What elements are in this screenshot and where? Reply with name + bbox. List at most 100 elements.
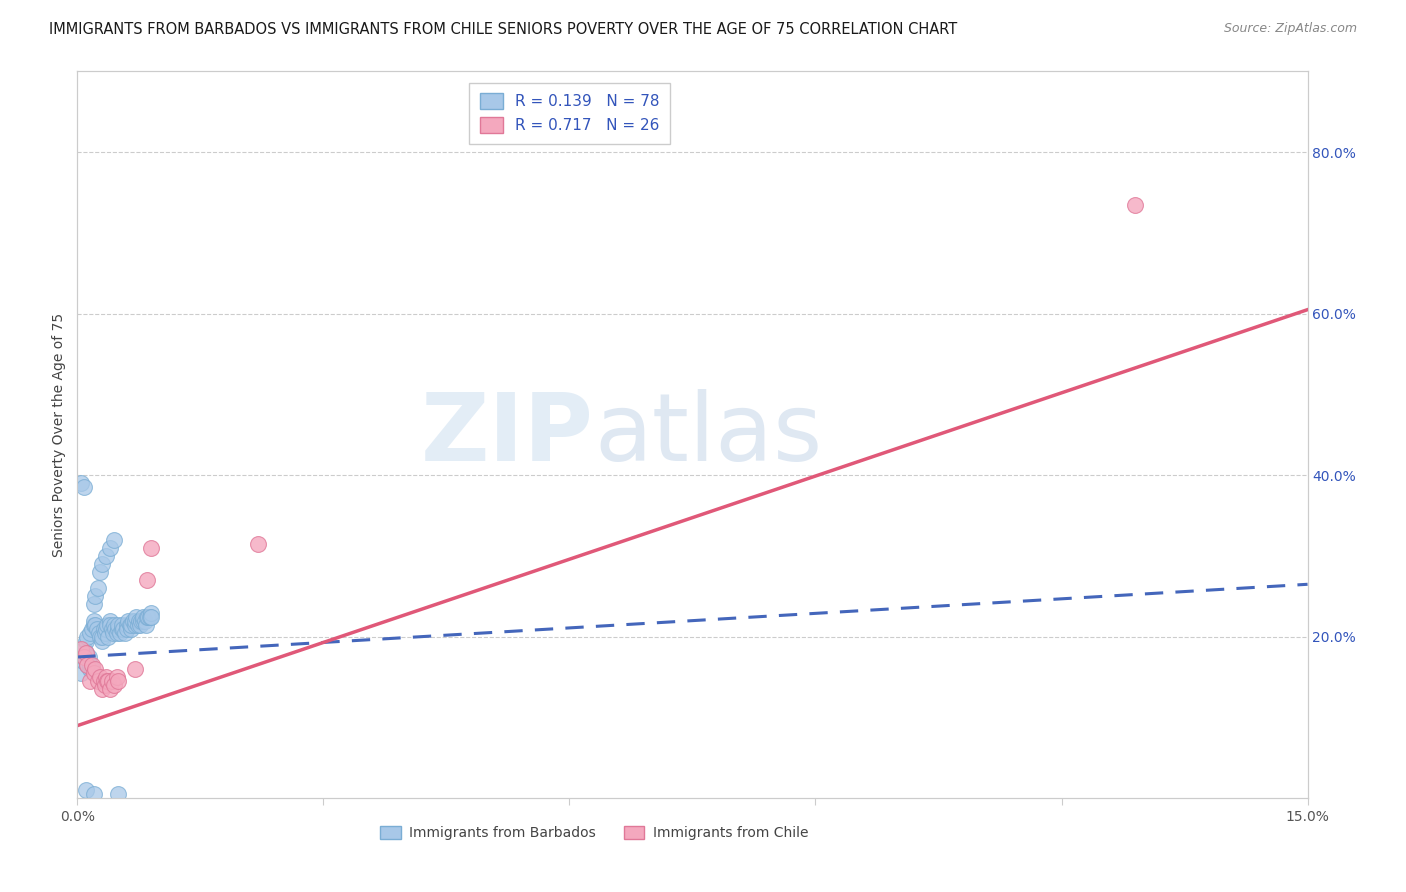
Point: [124, 614, 146, 628]
Point: [82, 658, 104, 673]
Point: [89, 565, 111, 579]
Point: [101, 674, 124, 689]
Point: [115, 622, 138, 636]
Point: [94, 549, 117, 563]
Point: [138, 609, 160, 624]
Point: [108, 625, 131, 640]
Point: [90, 557, 114, 571]
Point: [103, 533, 125, 547]
Point: [87, 582, 110, 596]
Point: [118, 617, 141, 632]
Point: [72, 654, 94, 668]
Point: [83, 787, 105, 801]
Point: [82, 662, 104, 676]
Point: [128, 614, 150, 628]
Point: [86, 622, 108, 636]
Point: [96, 617, 118, 632]
Point: [70, 641, 93, 656]
Point: [111, 622, 132, 636]
Point: [84, 617, 107, 632]
Point: [105, 625, 128, 640]
Point: [98, 682, 121, 697]
Point: [77, 650, 100, 665]
Point: [87, 674, 110, 689]
Point: [135, 617, 157, 632]
Point: [70, 476, 93, 491]
Point: [129, 614, 153, 628]
Point: [132, 609, 155, 624]
Point: [128, 617, 150, 632]
Point: [122, 614, 145, 628]
Point: [90, 630, 114, 644]
Point: [103, 678, 125, 692]
Point: [84, 590, 107, 604]
Point: [84, 662, 107, 676]
Point: [75, 633, 97, 648]
Point: [98, 617, 121, 632]
Point: [94, 678, 117, 692]
Point: [127, 617, 149, 632]
Point: [97, 674, 120, 689]
Point: [76, 658, 98, 673]
Legend: Immigrants from Barbados, Immigrants from Chile: Immigrants from Barbados, Immigrants fro…: [374, 821, 814, 846]
Point: [125, 609, 148, 624]
Point: [97, 630, 120, 644]
Point: [94, 622, 117, 636]
Point: [134, 614, 156, 628]
Point: [96, 674, 118, 689]
Point: [132, 614, 155, 628]
Point: [90, 633, 114, 648]
Point: [136, 609, 159, 624]
Point: [79, 662, 101, 676]
Point: [103, 625, 125, 640]
Text: IMMIGRANTS FROM BARBADOS VS IMMIGRANTS FROM CHILE SENIORS POVERTY OVER THE AGE O: IMMIGRANTS FROM BARBADOS VS IMMIGRANTS F…: [49, 22, 957, 37]
Point: [76, 658, 98, 673]
Point: [75, 783, 97, 797]
Point: [111, 617, 134, 632]
Point: [98, 614, 121, 628]
Point: [73, 641, 96, 656]
Point: [90, 682, 114, 697]
Point: [136, 609, 159, 624]
Point: [79, 674, 101, 689]
Point: [73, 650, 96, 665]
Point: [94, 670, 117, 684]
Point: [75, 654, 97, 668]
Point: [76, 630, 98, 644]
Point: [83, 614, 105, 628]
Text: Source: ZipAtlas.com: Source: ZipAtlas.com: [1223, 22, 1357, 36]
Point: [82, 622, 104, 636]
Point: [107, 617, 129, 632]
Point: [79, 658, 101, 673]
Point: [103, 617, 125, 632]
Point: [83, 666, 105, 681]
Point: [107, 622, 129, 636]
Point: [79, 625, 101, 640]
Point: [105, 670, 128, 684]
Point: [141, 609, 163, 624]
Point: [120, 622, 142, 636]
Point: [141, 606, 163, 620]
Point: [98, 541, 121, 555]
Point: [75, 646, 97, 660]
Point: [83, 617, 105, 632]
Point: [121, 617, 143, 632]
Point: [246, 537, 269, 551]
Point: [124, 617, 146, 632]
Point: [93, 674, 115, 689]
Point: [101, 622, 124, 636]
Point: [107, 787, 129, 801]
Point: [83, 598, 105, 612]
Point: [141, 541, 163, 555]
Point: [114, 625, 136, 640]
Point: [124, 662, 146, 676]
Point: [107, 674, 129, 689]
Text: atlas: atlas: [595, 389, 823, 481]
Point: [136, 573, 159, 587]
Point: [70, 666, 93, 681]
Point: [112, 622, 135, 636]
Point: [73, 480, 96, 494]
Point: [87, 625, 110, 640]
Point: [94, 625, 117, 640]
Y-axis label: Seniors Poverty Over the Age of 75: Seniors Poverty Over the Age of 75: [52, 313, 66, 557]
